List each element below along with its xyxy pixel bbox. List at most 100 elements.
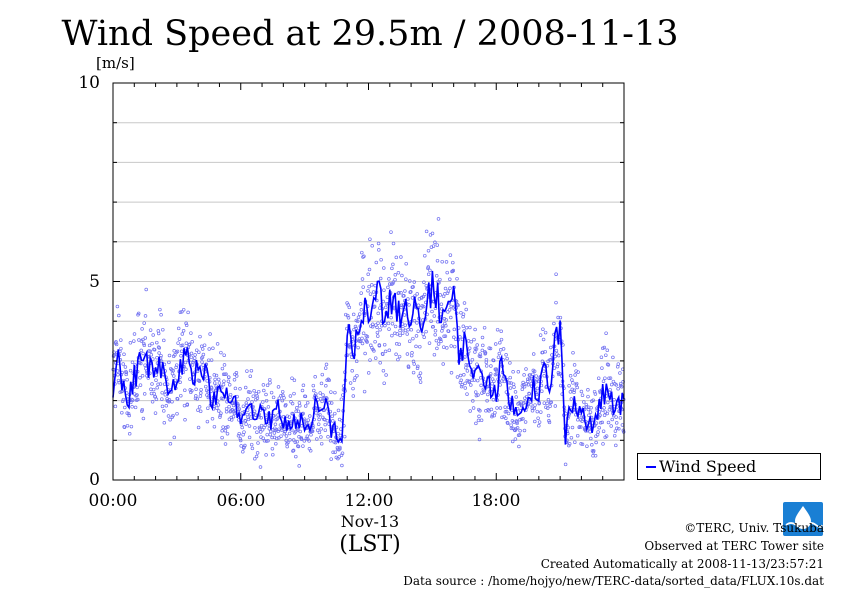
data-point xyxy=(573,373,577,377)
data-point xyxy=(295,406,299,410)
data-point xyxy=(240,425,244,430)
data-point xyxy=(594,440,598,445)
data-point xyxy=(271,395,276,400)
data-point xyxy=(271,452,275,457)
data-point xyxy=(508,386,513,390)
data-point xyxy=(532,369,537,373)
data-point xyxy=(452,327,457,332)
data-point xyxy=(399,291,403,295)
data-point xyxy=(246,397,250,401)
data-point xyxy=(312,388,316,393)
data-point xyxy=(367,284,371,289)
data-point xyxy=(464,325,469,330)
data-point xyxy=(455,276,459,281)
data-point xyxy=(187,342,192,346)
data-point xyxy=(291,448,296,453)
data-point xyxy=(361,255,365,259)
data-point xyxy=(400,331,405,335)
data-point xyxy=(606,363,611,367)
data-point xyxy=(395,332,400,336)
data-point xyxy=(355,373,359,378)
data-point xyxy=(180,309,184,314)
data-point xyxy=(610,417,614,422)
data-point xyxy=(391,262,395,267)
data-point xyxy=(201,363,205,367)
data-point xyxy=(255,394,259,398)
data-point xyxy=(393,324,398,329)
data-point xyxy=(423,253,427,258)
data-point xyxy=(302,439,307,443)
data-point xyxy=(268,380,272,385)
data-point xyxy=(138,383,143,387)
data-point xyxy=(287,415,292,419)
data-point xyxy=(373,339,377,344)
data-point xyxy=(148,328,153,332)
data-point xyxy=(407,303,411,307)
data-point xyxy=(473,350,477,354)
data-point xyxy=(514,395,518,399)
data-point xyxy=(268,432,273,437)
data-point xyxy=(477,437,482,442)
data-point xyxy=(189,351,194,356)
data-point xyxy=(354,359,359,364)
data-point xyxy=(409,290,413,294)
data-point xyxy=(568,390,573,394)
data-point xyxy=(123,365,128,369)
data-point xyxy=(524,367,528,371)
data-point xyxy=(602,345,607,350)
data-point xyxy=(378,361,382,365)
data-point xyxy=(221,382,226,387)
data-point xyxy=(399,255,403,259)
data-point xyxy=(369,324,373,328)
data-point xyxy=(351,312,356,317)
data-point xyxy=(482,390,486,394)
data-point xyxy=(487,409,491,413)
data-point xyxy=(523,420,528,424)
data-point xyxy=(538,333,543,337)
data-point xyxy=(591,448,596,453)
data-point xyxy=(252,388,256,393)
data-point xyxy=(398,333,402,338)
data-point xyxy=(545,406,550,410)
data-point xyxy=(313,375,317,379)
data-point xyxy=(477,414,481,419)
data-point xyxy=(607,376,611,380)
data-point xyxy=(415,292,419,296)
data-point xyxy=(297,464,301,468)
data-point xyxy=(163,393,168,397)
data-point xyxy=(493,342,498,346)
data-point xyxy=(579,425,583,429)
data-point xyxy=(596,430,600,434)
data-point xyxy=(323,366,328,370)
data-point xyxy=(431,324,435,329)
data-point xyxy=(575,385,579,390)
data-point xyxy=(499,337,504,342)
data-point xyxy=(614,421,619,425)
data-point xyxy=(600,366,604,370)
data-point xyxy=(533,403,537,407)
data-point xyxy=(387,348,392,353)
data-point xyxy=(126,411,131,416)
data-point xyxy=(185,402,190,406)
data-point xyxy=(247,435,252,440)
data-point xyxy=(567,383,571,388)
data-point xyxy=(117,380,121,385)
data-point xyxy=(501,347,506,351)
data-point xyxy=(494,368,499,373)
data-point xyxy=(408,279,412,283)
data-point xyxy=(317,430,322,435)
data-point xyxy=(130,405,134,409)
data-point xyxy=(204,384,208,389)
data-point xyxy=(498,406,503,410)
data-point xyxy=(616,387,620,391)
data-point xyxy=(183,388,187,393)
data-point xyxy=(139,361,143,366)
data-point xyxy=(441,326,445,330)
data-point xyxy=(488,372,493,376)
data-point xyxy=(558,315,563,320)
data-point xyxy=(619,385,624,389)
data-point xyxy=(509,426,514,431)
data-point xyxy=(471,406,476,410)
data-point xyxy=(133,405,138,410)
data-point xyxy=(266,438,270,443)
